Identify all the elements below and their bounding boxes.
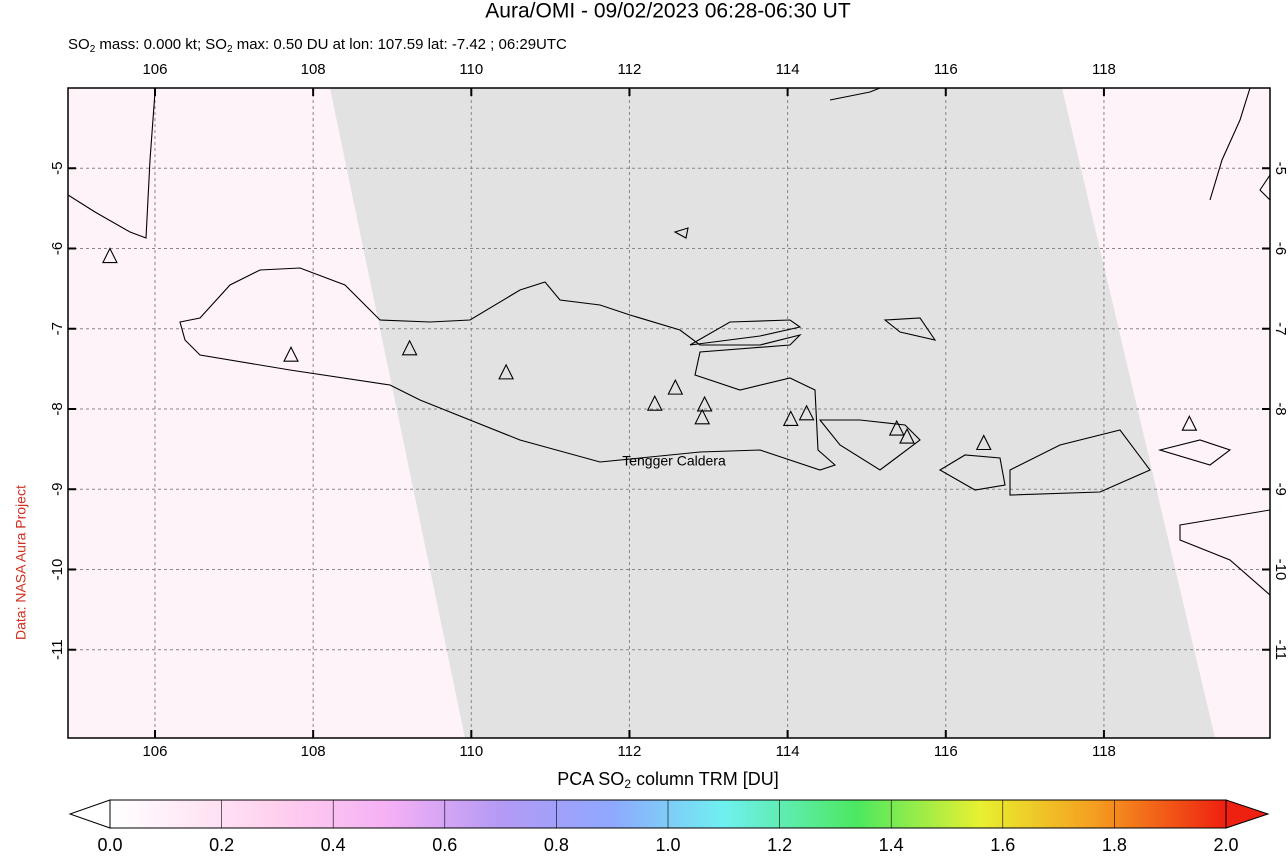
y-tick-label: -5 xyxy=(1272,162,1288,175)
volcano xyxy=(798,404,815,421)
colorbar-tick-label: 0.8 xyxy=(544,835,569,855)
colorbar-tick-label: 1.0 xyxy=(655,835,680,855)
map-area: Tengger Caldera xyxy=(68,88,1270,738)
y-tick-label: -6 xyxy=(49,242,66,255)
map-frame xyxy=(67,87,1271,739)
colorbar-label-part: 2 xyxy=(624,777,631,791)
colorbar-high-arrow xyxy=(1225,799,1270,829)
volcano xyxy=(401,339,418,356)
subtitle: SO2 mass: 0.000 kt; SO2 max: 0.50 DU at … xyxy=(68,36,567,55)
colorbar-label-part: column TRM [DU] xyxy=(631,769,779,789)
x-tick-label: 114 xyxy=(776,743,800,760)
swath xyxy=(330,88,1215,738)
x-tick-label: 114 xyxy=(776,61,800,78)
x-tick-label: 116 xyxy=(934,743,958,760)
volcano xyxy=(667,378,684,395)
volcano xyxy=(694,408,711,425)
colorbar-label: PCA SO2 column TRM [DU] xyxy=(557,769,778,791)
y-tick-label: -9 xyxy=(1272,483,1288,496)
colorbar-tick-label: 0.0 xyxy=(97,835,122,855)
subtitle-part: mass: 0.000 kt; SO xyxy=(95,36,227,53)
volcano xyxy=(1181,415,1198,431)
side-label: Data: NASA Aura Project xyxy=(13,485,29,640)
volcano xyxy=(498,363,514,380)
volcano xyxy=(975,434,992,451)
x-tick-label: 118 xyxy=(1092,61,1116,78)
volcano xyxy=(102,247,118,264)
y-tick-label: -8 xyxy=(49,402,66,415)
y-tick-label: -7 xyxy=(49,322,66,335)
x-tick-label: 106 xyxy=(142,743,167,760)
y-tick-label: -10 xyxy=(1272,559,1288,581)
subtitle-part: SO xyxy=(68,36,90,53)
x-tick-label: 110 xyxy=(459,743,483,760)
volcano xyxy=(646,394,663,411)
x-tick-label: 110 xyxy=(459,61,483,78)
chart-title: Aura/OMI - 09/02/2023 06:28-06:30 UT xyxy=(485,0,851,23)
subtitle-part: 2 xyxy=(227,44,233,55)
x-tick-label: 108 xyxy=(301,61,326,78)
x-tick-label: 112 xyxy=(617,743,641,760)
y-tick-label: -11 xyxy=(49,639,66,660)
x-tick-label: 112 xyxy=(617,61,641,78)
colorbar-low-arrow xyxy=(68,799,111,829)
colorbar-tick-label: 0.6 xyxy=(432,835,457,855)
colorbar-label-part: PCA SO xyxy=(557,769,624,789)
x-tick-label: 116 xyxy=(934,61,958,78)
x-tick-label: 108 xyxy=(301,743,326,760)
y-tick-label: -5 xyxy=(49,162,66,175)
annotation: Tengger Caldera xyxy=(622,453,726,469)
colorbar-tick-label: 1.2 xyxy=(767,835,792,855)
x-tick-label: 106 xyxy=(142,61,167,78)
colorbar-tick-label: 1.8 xyxy=(1102,835,1127,855)
y-tick-label: -11 xyxy=(1272,639,1288,660)
volcano xyxy=(899,427,915,444)
colorbar-tick-label: 1.4 xyxy=(879,835,904,855)
subtitle-part: 2 xyxy=(90,44,96,55)
subtitle-part: max: 0.50 DU at lon: 107.59 lat: -7.42 ;… xyxy=(233,36,568,53)
volcano xyxy=(782,410,799,426)
y-tick-label: -6 xyxy=(1272,242,1288,255)
colorbar-tick-label: 0.4 xyxy=(321,835,346,855)
volcano xyxy=(696,395,713,412)
y-tick-label: -7 xyxy=(1272,322,1288,335)
volcano xyxy=(283,345,299,362)
x-tick-label: 118 xyxy=(1092,743,1116,760)
colorbar-tick-label: 0.2 xyxy=(209,835,234,855)
coastline xyxy=(68,88,1270,596)
y-tick-label: -10 xyxy=(49,559,66,581)
colorbar-tick-label: 1.6 xyxy=(990,835,1015,855)
volcano xyxy=(888,419,905,436)
colorbar-tick-label: 2.0 xyxy=(1213,835,1238,855)
y-tick-label: -9 xyxy=(49,483,66,496)
y-tick-label: -8 xyxy=(1272,402,1288,415)
